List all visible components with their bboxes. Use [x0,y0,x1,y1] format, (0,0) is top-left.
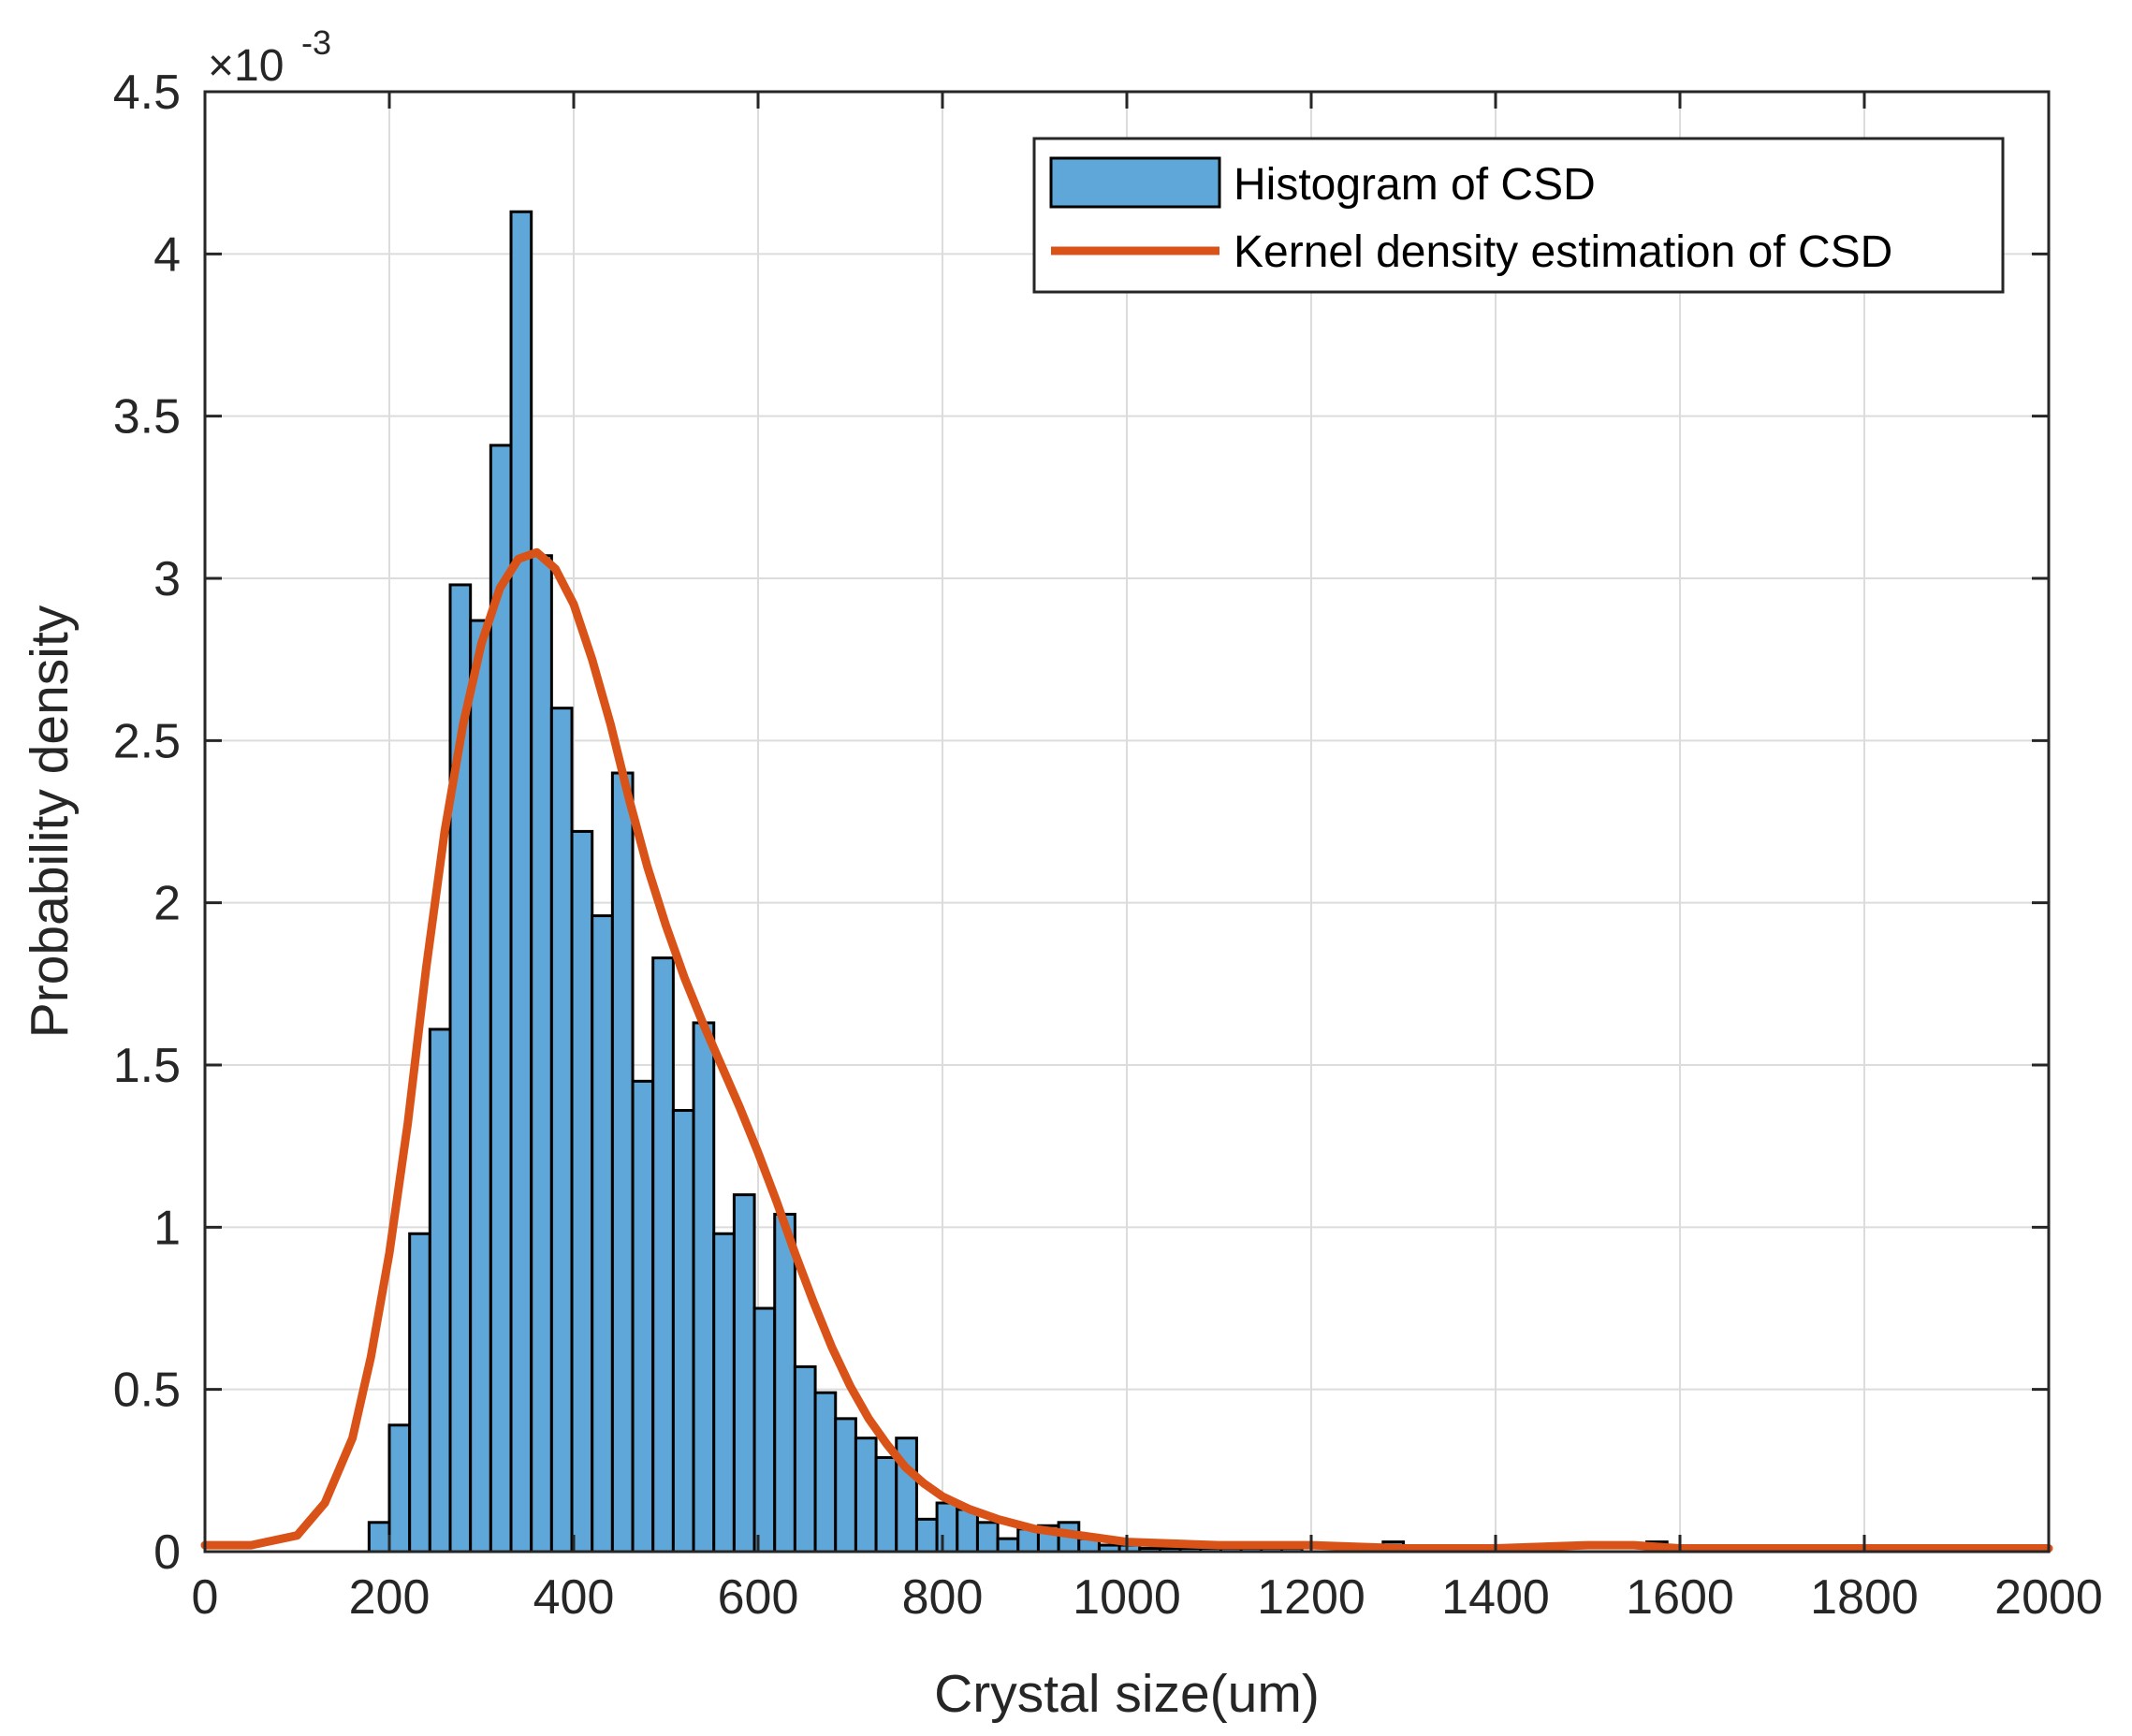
histogram-bar [732,1193,756,1554]
y-tick-label: 4 [153,227,181,282]
x-axis-title: Crystal size(um) [934,1664,1320,1724]
histogram-bar [914,1517,939,1554]
x-tick-label: 1800 [1810,1570,1919,1625]
axes [203,90,2051,1554]
histogram-bar [530,554,553,1554]
histogram-bar [408,1232,431,1554]
x-tick-label: 1000 [1073,1570,1181,1625]
x-tick-label: 600 [718,1570,799,1625]
y-tick-label: 3 [153,552,181,606]
histogram-bar [813,1391,838,1554]
histogram-bar [591,914,614,1554]
x-tick-label: 800 [902,1570,984,1625]
y-exponent-power: -3 [301,23,331,62]
x-tick-label: 1200 [1257,1570,1365,1625]
y-tick-label: 1 [153,1201,181,1255]
histogram-bar [367,1521,391,1554]
histogram-bar [549,707,574,1554]
y-tick-label: 1.5 [113,1039,181,1093]
x-tick-label: 200 [349,1570,431,1625]
histogram-bar [428,1028,452,1554]
legend-swatch-histogram [1049,156,1221,209]
histogram-bar [469,619,492,1554]
histogram-bar [996,1537,1020,1554]
histogram-bar [610,771,635,1554]
histogram-bar [692,1021,716,1554]
y-tick-label: 2.5 [113,714,181,768]
grid-lines [205,92,2049,1552]
histogram-bar [671,1109,695,1554]
histogram-bar [834,1417,857,1554]
kde-line [200,547,2053,1553]
y-tick-label: 3.5 [113,390,181,445]
histogram-bar [874,1455,898,1554]
legend-label-histogram: Histogram of CSD [1234,160,1596,210]
histogram-bar [935,1501,959,1554]
x-tick-label: 1400 [1441,1570,1550,1625]
y-exponent-base: ×10 [208,41,284,91]
y-tick-label: 2 [153,877,181,931]
x-tick-label: 1600 [1626,1570,1734,1625]
histogram-bar [712,1232,736,1554]
kde-line-group [200,547,2053,1553]
tick-labels: 0 200 400 600 800 1000 1200 1400 1600 1800 2000 0 0.… [113,66,2103,1625]
histogram-bar [956,1508,979,1554]
legend-label-kde: Kernel density estimation of CSD [1234,227,1892,277]
histogram-bar [631,1079,655,1554]
x-tick-label: 2000 [1994,1570,2103,1625]
histogram-bar [854,1437,878,1554]
histogram-bar [509,210,533,1554]
histogram-bar [570,829,594,1554]
x-tick-label: 0 [192,1570,219,1625]
legend: Histogram of CSD Kernel density estimati… [1032,137,2005,294]
y-tick-label: 0 [153,1525,181,1580]
y-tick-label: 4.5 [113,66,181,120]
y-exponent: ×10 -3 [208,23,331,91]
x-tick-label: 400 [533,1570,615,1625]
y-axis-title: Probability density [20,605,80,1038]
histogram-bar [773,1212,796,1554]
histogram-bar [752,1306,777,1554]
histogram-bar [387,1423,412,1554]
histogram-bar [793,1364,817,1554]
y-tick-label: 0.5 [113,1364,181,1418]
histogram-bar [651,956,675,1554]
histogram-bar [975,1521,1000,1554]
